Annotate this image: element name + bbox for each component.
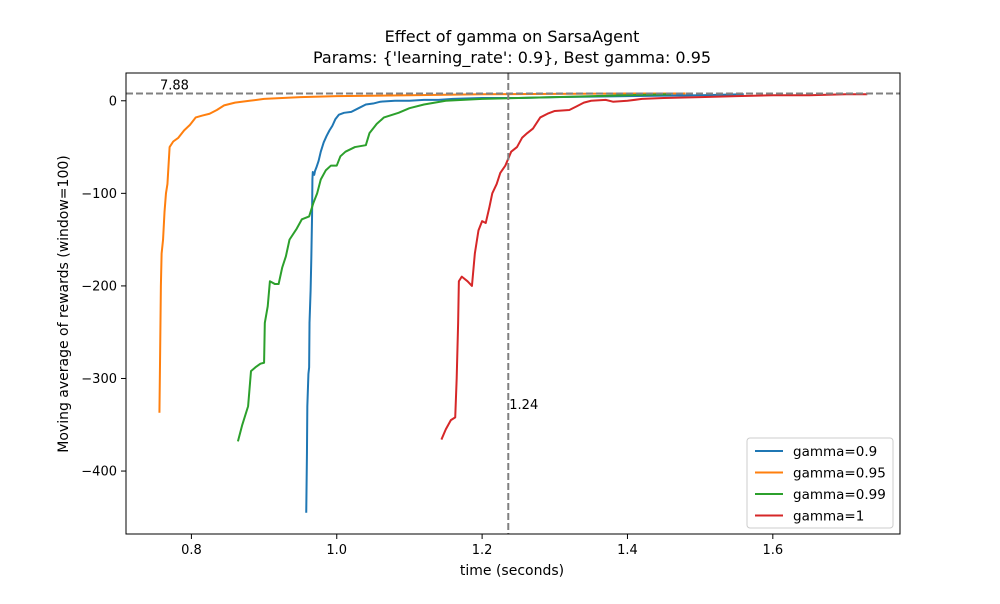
chart-title: Effect of gamma on SarsaAgent: [385, 27, 640, 46]
series-group: [158, 92, 868, 513]
y-tick-label: −100: [81, 187, 117, 202]
series-line-0: [305, 93, 744, 513]
series-line-1: [158, 92, 686, 413]
legend-label-3: gamma=1: [793, 509, 864, 525]
x-tick-label: 0.8: [181, 543, 202, 558]
y-axis-label: Moving average of rewards (window=100): [56, 155, 72, 452]
x-axis-label: time (seconds): [460, 563, 564, 579]
best-reward-label: 7.88: [160, 78, 189, 93]
axes-frame: [125, 72, 901, 535]
series-line-3: [440, 93, 868, 440]
legend-label-0: gamma=0.9: [793, 444, 877, 460]
legend: gamma=0.9 gamma=0.95 gamma=0.99 gamma=1: [746, 437, 894, 529]
y-tick-label: 0: [109, 94, 117, 109]
x-tick-label: 1.4: [617, 543, 638, 558]
best-time-label: 1.24: [509, 398, 538, 413]
y-tick-label: −300: [81, 372, 117, 387]
legend-label-1: gamma=0.95: [793, 466, 886, 482]
series-line-2: [236, 93, 672, 442]
y-tick-label: −200: [81, 279, 117, 294]
x-tick-label: 1.0: [326, 543, 347, 558]
legend-label-2: gamma=0.99: [793, 487, 886, 503]
x-tick-label: 1.6: [762, 543, 783, 558]
y-tick-label: −400: [81, 465, 117, 480]
x-tick-label: 1.2: [472, 543, 493, 558]
legend-box: [746, 437, 894, 529]
chart-subtitle: Params: {'learning_rate': 0.9}, Best gam…: [313, 48, 711, 68]
plot-area: 7.88 1.24 0.8 1.0 1.2 1.4 1.6 0 −100 −200 −300 −400: [81, 72, 901, 558]
